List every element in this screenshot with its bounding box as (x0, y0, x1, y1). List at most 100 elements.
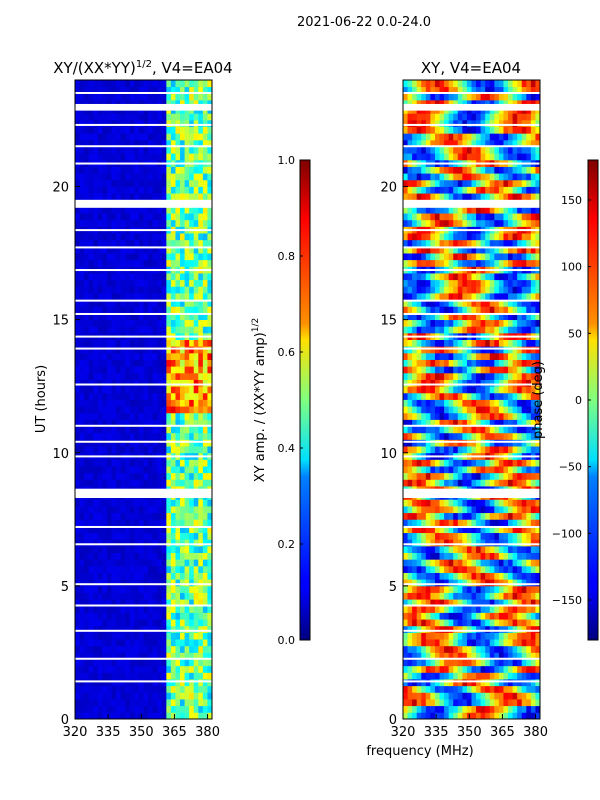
heatmap-cell (439, 545, 445, 553)
heatmap-cell (476, 366, 482, 374)
heatmap-cell (143, 86, 149, 94)
heatmap-cell (120, 519, 126, 527)
heatmap-cell (198, 712, 204, 720)
heatmap-cell (444, 472, 450, 480)
heatmap-cell (439, 712, 445, 720)
heatmap-cell (489, 326, 495, 334)
heatmap-cell (448, 392, 454, 400)
heatmap-cell (471, 273, 477, 281)
heatmap-cell (125, 186, 131, 194)
heatmap-cell (425, 299, 431, 307)
heatmap-cell (512, 712, 518, 720)
heatmap-cell (138, 213, 144, 221)
heatmap-cell (439, 386, 445, 394)
heatmap-cell (111, 519, 117, 527)
heatmap-cell (425, 579, 431, 587)
heatmap-cell (434, 352, 440, 360)
heatmap-cell (93, 339, 99, 347)
heatmap-cell (444, 499, 450, 507)
heatmap-cell (152, 179, 158, 187)
heatmap-cell (198, 352, 204, 360)
heatmap-cell (503, 293, 509, 301)
heatmap-cell (134, 80, 140, 88)
heatmap-cell (88, 599, 94, 607)
heatmap-cell (97, 259, 103, 267)
heatmap-cell (193, 712, 199, 720)
heatmap-cell (448, 565, 454, 573)
heatmap-cell (93, 246, 99, 254)
heatmap-cell (526, 705, 532, 713)
heatmap-cell (512, 352, 518, 360)
heatmap-cell (184, 239, 190, 247)
heatmap-cell (138, 233, 144, 241)
heatmap-cell (439, 339, 445, 347)
heatmap-cell (93, 193, 99, 201)
heatmap-cell (521, 406, 527, 414)
heatmap-cell (466, 359, 472, 367)
heatmap-cell (138, 359, 144, 367)
heatmap-cell (494, 539, 500, 547)
heatmap-cell (498, 379, 504, 387)
heatmap-cell (430, 293, 436, 301)
heatmap-cell (170, 259, 176, 267)
heatmap-cell (93, 579, 99, 587)
heatmap-cell (462, 632, 468, 640)
heatmap-cell (116, 605, 122, 613)
heatmap-cell (512, 372, 518, 380)
heatmap-cell (202, 605, 208, 613)
heatmap-cell (152, 559, 158, 567)
heatmap-cell (143, 166, 149, 174)
heatmap-cell (193, 99, 199, 108)
heatmap-cell (485, 699, 491, 707)
heatmap-cell (148, 572, 154, 580)
heatmap-cell (466, 699, 472, 707)
heatmap-cell (198, 359, 204, 367)
heatmap-cell (148, 559, 154, 567)
heatmap-cell (189, 572, 195, 580)
heatmap-cell (88, 306, 94, 314)
heatmap-cell (152, 652, 158, 660)
heatmap-cell (97, 512, 103, 520)
heatmap-cell (494, 599, 500, 607)
heatmap-cell (457, 605, 463, 613)
heatmap-cell (88, 605, 94, 613)
heatmap-cell (125, 412, 131, 420)
heatmap-cell (466, 412, 472, 420)
heatmap-cell (129, 139, 135, 147)
heatmap-cell (157, 173, 163, 181)
heatmap-cell (512, 585, 518, 593)
heatmap-cell (403, 479, 408, 487)
heatmap-cell (102, 592, 108, 600)
heatmap-cell (120, 632, 126, 640)
heatmap-cell (75, 386, 80, 394)
heatmap-cell (193, 286, 199, 294)
heatmap-cell (476, 672, 482, 680)
heatmap-cell (125, 679, 131, 687)
heatmap-cell (498, 579, 504, 587)
flagged-row (75, 424, 212, 427)
heatmap-cell (439, 692, 445, 700)
heatmap-cell (143, 306, 149, 314)
heatmap-cell (102, 326, 108, 334)
heatmap-cell (485, 372, 491, 380)
heatmap-cell (189, 279, 195, 287)
heatmap-cell (111, 692, 117, 700)
heatmap-cell (166, 299, 172, 307)
heatmap-cell (175, 412, 181, 420)
heatmap-cell (512, 326, 518, 334)
heatmap-cell (166, 659, 172, 667)
heatmap-cell (189, 692, 195, 700)
heatmap-cell (202, 179, 208, 187)
heatmap-cell (170, 519, 176, 527)
heatmap-cell (170, 339, 176, 347)
heatmap-cell (75, 99, 80, 108)
heatmap-cell (180, 366, 185, 374)
heatmap-cell (116, 565, 122, 573)
heatmap-cell (517, 372, 523, 380)
heatmap-cell (439, 552, 445, 560)
heatmap-cell (120, 565, 126, 573)
heatmap-cell (157, 86, 163, 94)
heatmap-cell (84, 253, 90, 261)
heatmap-cell (79, 359, 85, 367)
heatmap-cell (148, 579, 154, 587)
